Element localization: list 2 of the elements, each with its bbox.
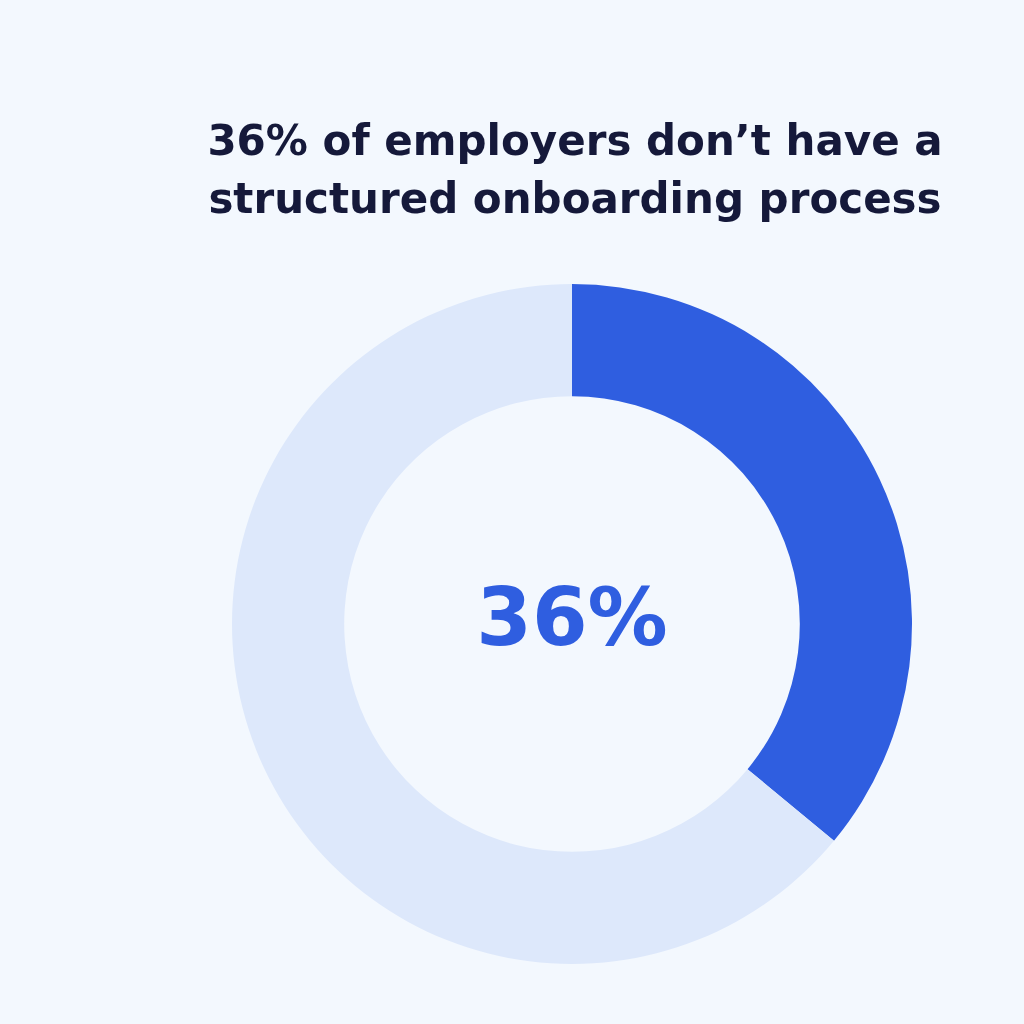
chart-title: 36% of employers don’t have a structured onboarding process [206, 115, 944, 225]
data-label: 36% [476, 570, 668, 664]
